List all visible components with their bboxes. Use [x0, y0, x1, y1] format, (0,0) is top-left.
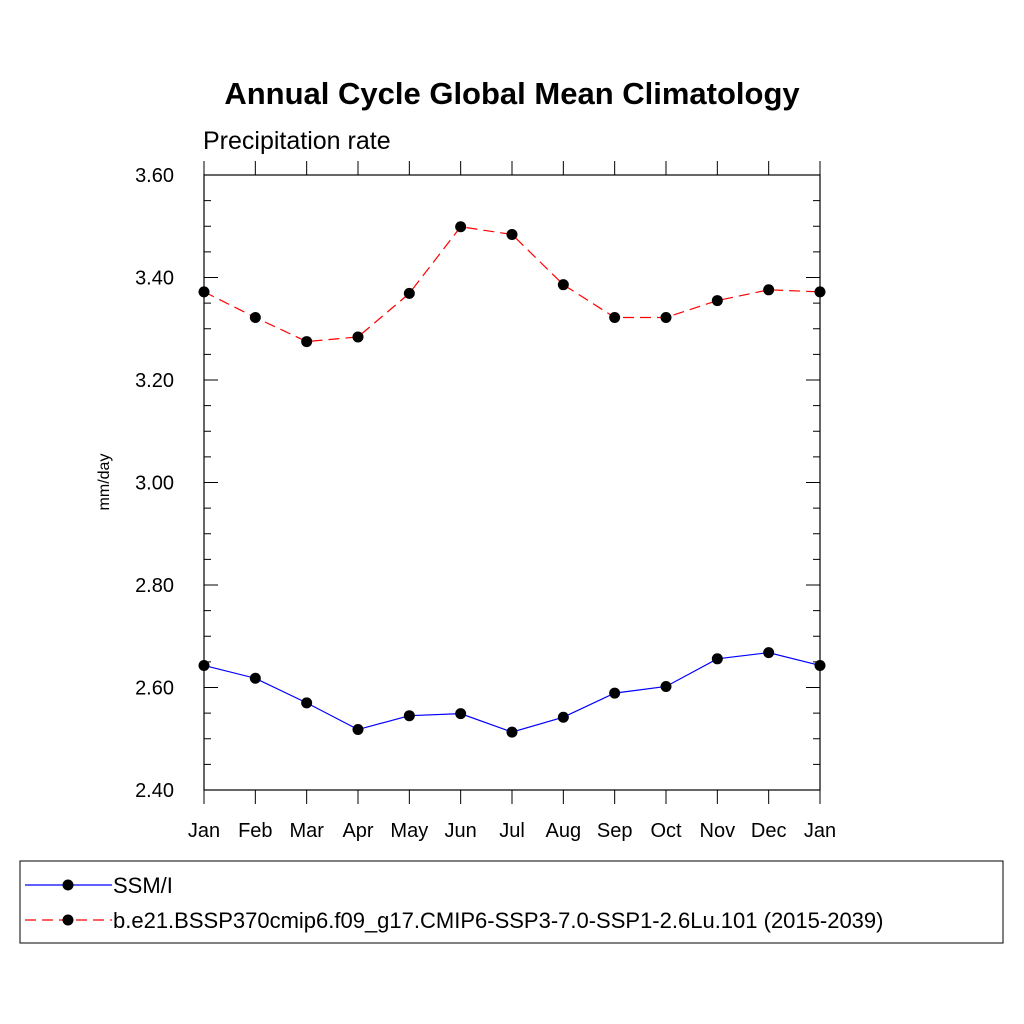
x-tick-label: Sep — [597, 820, 633, 842]
legend-marker-1 — [62, 879, 74, 891]
legend-label-2: b.e21.BSSP370cmip6.f09_g17.CMIP6-SSP3-7.… — [113, 908, 883, 933]
data-point-series-2 — [763, 284, 775, 296]
legend-label-1: SSM/I — [113, 873, 173, 898]
x-tick-label: Mar — [289, 820, 324, 842]
data-point-series-2 — [249, 311, 261, 323]
data-point-series-2 — [198, 286, 210, 298]
legend-marker-2 — [62, 914, 74, 926]
data-point-series-2 — [814, 286, 826, 298]
x-tick-label: Feb — [238, 820, 272, 842]
y-tick-label: 2.60 — [135, 678, 174, 700]
data-point-series-1 — [352, 724, 364, 736]
y-axis-label: mm/day — [96, 454, 113, 511]
x-tick-label: Dec — [751, 820, 787, 842]
data-point-series-2 — [506, 228, 518, 240]
x-tick-label: Aug — [546, 820, 582, 842]
x-tick-label: May — [390, 820, 428, 842]
data-point-series-1 — [557, 711, 569, 723]
y-tick-label: 3.60 — [135, 165, 174, 187]
y-tick-label: 3.20 — [135, 370, 174, 392]
x-tick-label: Jan — [188, 820, 220, 842]
data-point-series-1 — [711, 653, 723, 665]
data-point-series-1 — [301, 697, 313, 709]
x-tick-label: Jan — [804, 820, 836, 842]
data-point-series-2 — [609, 311, 621, 323]
x-tick-label: Oct — [650, 820, 682, 842]
data-point-series-2 — [455, 221, 467, 233]
y-tick-label: 3.40 — [135, 268, 174, 290]
y-tick-label: 3.00 — [135, 473, 174, 495]
x-tick-label: Jun — [445, 820, 477, 842]
series-line-1 — [203, 652, 821, 733]
y-tick-label: 2.40 — [135, 780, 174, 802]
chart-title: Annual Cycle Global Mean Climatology — [224, 76, 800, 111]
data-point-series-1 — [403, 710, 415, 722]
x-tick-label: Nov — [700, 820, 736, 842]
y-tick-label: 2.80 — [135, 575, 174, 597]
data-point-series-2 — [711, 295, 723, 307]
data-point-series-2 — [403, 287, 415, 299]
data-point-series-2 — [660, 311, 672, 323]
data-point-series-1 — [198, 659, 210, 671]
data-point-series-2 — [352, 331, 364, 343]
legend-box — [19, 860, 1004, 944]
data-point-series-1 — [609, 687, 621, 699]
plot-area: 2.40 2.60 2.80 3.00 3.20 3.40 3.60 Jan Feb Mar Apr… — [135, 161, 836, 842]
data-point-series-2 — [301, 336, 313, 348]
data-point-series-1 — [506, 726, 518, 738]
data-point-series-1 — [763, 647, 775, 659]
data-point-series-1 — [455, 708, 467, 720]
x-tick-label: Apr — [342, 820, 373, 842]
x-tick-label: Jul — [499, 820, 525, 842]
legend: SSM/I b.e21.BSSP370cmip6.f09_g17.CMIP6-SS… — [19, 860, 1004, 944]
data-point-series-1 — [814, 659, 826, 671]
data-point-series-2 — [557, 279, 569, 291]
data-point-series-1 — [249, 672, 261, 684]
data-point-series-1 — [660, 680, 672, 692]
series-line-2 — [203, 226, 821, 343]
chart-subtitle: Precipitation rate — [203, 127, 391, 155]
